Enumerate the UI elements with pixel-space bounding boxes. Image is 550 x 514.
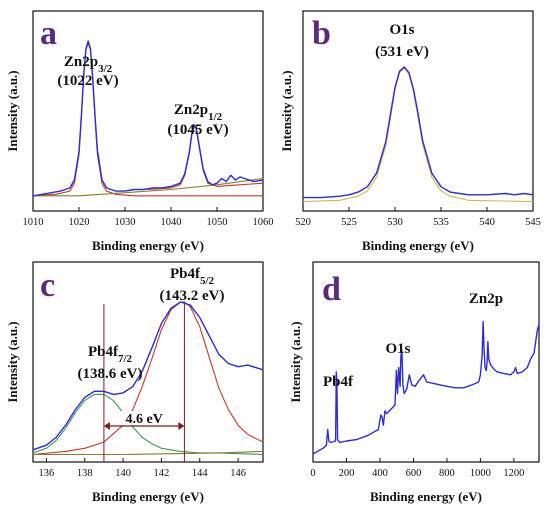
panel-c-peak2-value: (143.2 eV) <box>160 288 225 304</box>
panel-c-peak2-label: Pb4f5/2 <box>170 266 215 287</box>
panel-b-xtick-label: 540 <box>479 217 495 228</box>
panel-a-xtick-label: 1010 <box>23 217 44 228</box>
panel-d-frame <box>312 261 540 463</box>
panel-c-gap-label-bg <box>120 411 169 425</box>
panel-b-xtick-label: 530 <box>387 217 403 228</box>
panel-c-series-spectrum <box>32 301 264 451</box>
panel-c-peak1-value: (138.6 eV) <box>78 366 143 382</box>
panel-b-xtick-label: 545 <box>525 217 541 228</box>
panel-d-series-spectrum <box>312 320 540 455</box>
panel-a-peak1-name: Zn2p <box>64 54 98 70</box>
panel-a-peak1-label: Zn2p3/2 <box>64 54 113 75</box>
panel-a-xtick-label: 1020 <box>69 217 90 228</box>
panel-b: 520 525 530 535 540 545 b O1s (531 eV) Bindin… <box>279 10 541 253</box>
panel-c-xtick-label: 140 <box>115 468 131 479</box>
panel-a-peak2-label: Zn2p1/2 <box>174 102 223 123</box>
panel-c-xtick-label: 142 <box>154 468 170 479</box>
panel-d-xtick-label: 800 <box>439 468 455 479</box>
panel-c-gap-label: 4.6 eV <box>126 412 163 427</box>
panel-b-xtick-label: 520 <box>295 217 311 228</box>
panel-a-xtick-label: 1050 <box>207 217 228 228</box>
panel-d-xtick-label: 1000 <box>470 468 491 479</box>
panel-b-letter: b <box>312 15 331 52</box>
panel-b-series-spectrum <box>303 66 534 199</box>
panel-c-gap-arrowhead-right <box>178 422 185 430</box>
panel-c-xtick-label: 136 <box>39 468 55 479</box>
panel-c-peak1-name: Pb4f <box>88 344 119 360</box>
panel-c-series-fit_green <box>32 393 264 456</box>
panel-a-peak2-sub: 1/2 <box>208 111 223 123</box>
panel-a-series-spectrum <box>32 40 264 197</box>
panel-a-ylabel: Intensity (a.u.) <box>5 70 20 151</box>
panel-b-series-fit_yellow <box>302 67 534 203</box>
panel-b-plot: 520 525 530 535 540 545 <box>295 66 541 228</box>
panel-d-ylabel: Intensity (a.u.) <box>288 321 303 402</box>
panel-d: 0 200 400 600 800 1000 1200 d Pb4f O1s Zn2p Bi… <box>288 261 540 504</box>
panel-c-peak2-sub: 5/2 <box>200 275 215 287</box>
panel-c-frame <box>32 261 264 463</box>
panel-c-series-baseline <box>33 450 264 456</box>
panel-c-xtick-label: 146 <box>230 468 246 479</box>
panel-c-peak1-sub: 7/2 <box>118 353 133 365</box>
panel-b-ylabel: Intensity (a.u.) <box>279 70 294 151</box>
panel-d-xtick-label: 0 <box>310 468 315 479</box>
panel-c-ylabel: Intensity (a.u.) <box>5 321 20 402</box>
panel-d-o1s-label: O1s <box>385 341 410 357</box>
panel-a-peak2-value: (1045 eV) <box>167 122 228 138</box>
panel-a-peak1-value: (1022 eV) <box>57 73 118 89</box>
panel-d-xtick-label: 1200 <box>503 468 524 479</box>
panel-c-xtick-label: 144 <box>192 468 209 479</box>
panel-a-peak2-name: Zn2p <box>174 102 208 118</box>
panel-d-xtick-label: 200 <box>339 468 355 479</box>
panel-a-series-baseline <box>33 177 264 197</box>
panel-c-peak1-label: Pb4f7/2 <box>88 344 133 365</box>
panel-d-xtick-label: 600 <box>406 468 422 479</box>
panel-d-letter: d <box>322 271 341 308</box>
panel-a-plot: 1010 1020 1030 1040 1050 1060 <box>23 40 274 228</box>
panel-a-xtick-label: 1060 <box>253 217 274 228</box>
panel-c-xtick-label: 138 <box>77 468 93 479</box>
panel-c-xlabel: Binding energy (eV) <box>92 489 204 504</box>
panel-b-xlabel: Binding energy (eV) <box>362 238 474 253</box>
panel-a-xlabel: Binding energy (eV) <box>92 238 204 253</box>
panel-a-letter: a <box>40 15 57 52</box>
panel-b-peak-label: O1s <box>389 22 414 38</box>
panel-b-xtick-label: 525 <box>341 217 357 228</box>
panel-d-xlabel: Binding energy (eV) <box>370 489 482 504</box>
panel-d-zn2p-label: Zn2p <box>469 291 503 307</box>
panel-a-xtick-label: 1030 <box>115 217 136 228</box>
panel-d-pb4f-label: Pb4f <box>323 374 354 390</box>
panel-a-frame <box>32 10 264 212</box>
panel-a-peak1-sub: 3/2 <box>98 63 113 75</box>
panel-d-xtick-label: 400 <box>372 468 388 479</box>
panel-b-peak-value: (531 eV) <box>375 44 429 60</box>
panel-c-plot: 136 138 140 142 144 146 4.6 eV <box>32 301 264 479</box>
panel-d-plot: 0 200 400 600 800 1000 1200 <box>310 320 540 479</box>
panel-a-xtick-label: 1040 <box>161 217 182 228</box>
panel-c-gap-arrowhead-left <box>103 422 110 430</box>
panel-a: 1010 1020 1030 1040 1050 1060 a Zn2p3/2 (1022… <box>5 10 274 253</box>
panel-b-xtick-label: 535 <box>433 217 449 228</box>
panel-c-peak2-name: Pb4f <box>170 266 201 282</box>
panel-c-letter: c <box>40 267 55 304</box>
